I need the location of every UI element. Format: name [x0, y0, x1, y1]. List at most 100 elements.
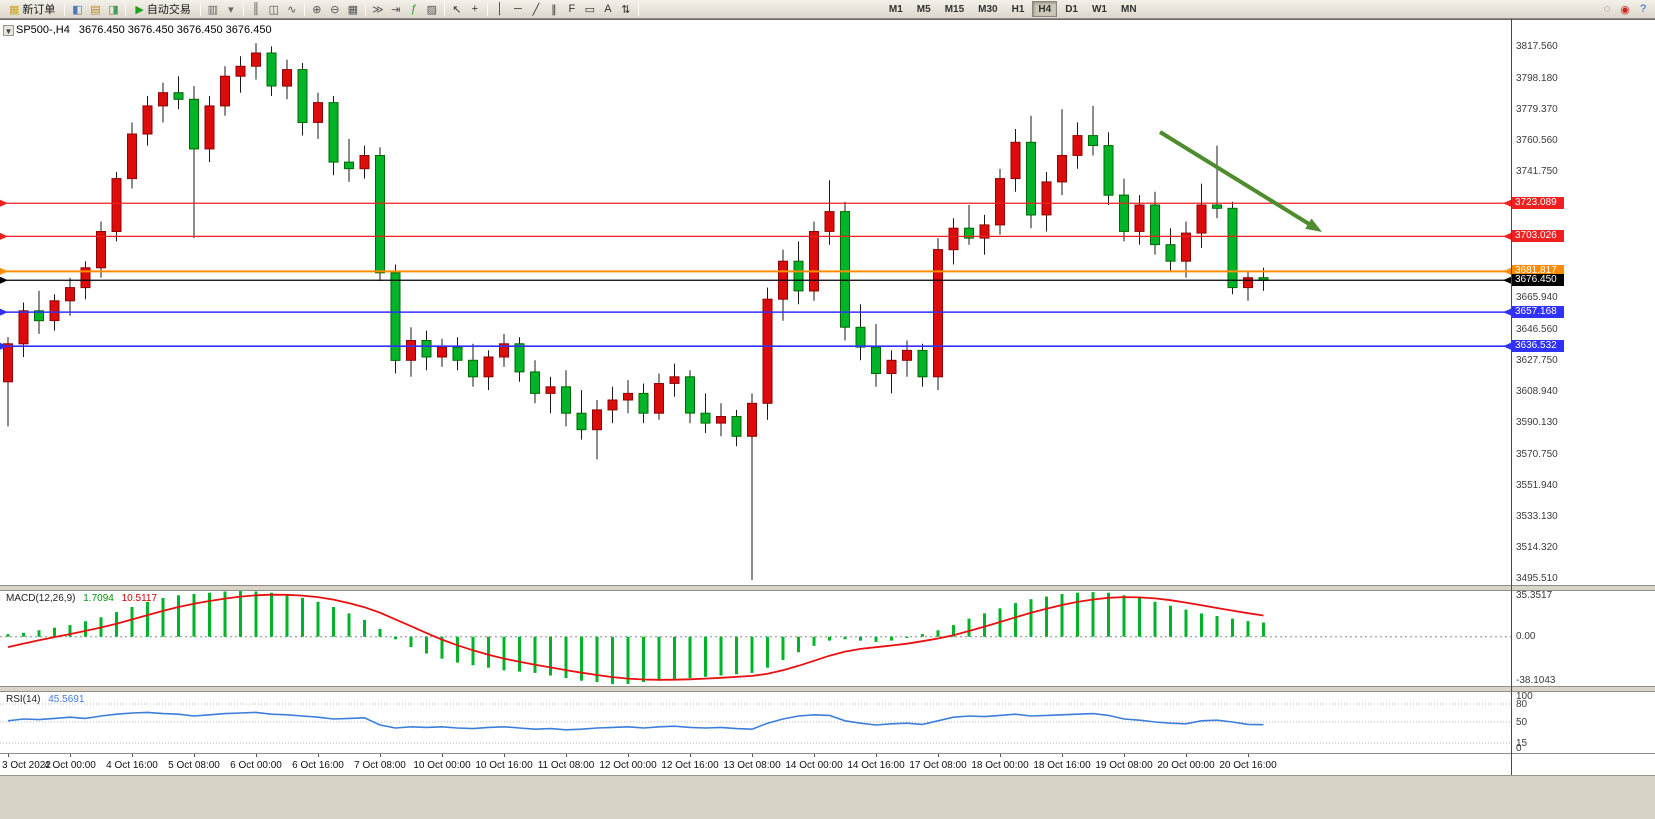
new-order-icon: ▦: [9, 3, 20, 16]
toolbar-separator: [486, 2, 488, 16]
time-label: 6 Oct 16:00: [292, 760, 344, 771]
time-label: 11 Oct 08:00: [537, 760, 595, 771]
line-right-marker: [1503, 199, 1511, 207]
time-label: 14 Oct 16:00: [847, 760, 905, 771]
line-price-badge: 3657.168: [1512, 306, 1564, 319]
data-window-icon[interactable]: ▤: [90, 3, 101, 16]
timeframe-m15[interactable]: M15: [944, 3, 965, 15]
time-label: 14 Oct 00:00: [785, 760, 843, 771]
time-tick: [1000, 754, 1001, 757]
rsi-pane[interactable]: [0, 692, 1511, 752]
timeframe-m1[interactable]: M1: [888, 3, 903, 15]
profiles-icon[interactable]: ▾: [228, 3, 234, 16]
search-icon[interactable]: ◌: [1603, 3, 1611, 15]
rsi-axis-tick: 80: [1516, 699, 1528, 710]
time-label: 7 Oct 08:00: [354, 760, 406, 771]
price-tick: 3646.560: [1516, 323, 1558, 335]
help-icon[interactable]: ?: [1639, 3, 1647, 15]
time-axis[interactable]: 3 Oct 2022 4 Oct 00:00 4 Oct 16:00 5 Oct 08…: [0, 753, 1655, 775]
macd-label: MACD(12,26,9) 1.7094 10.5117: [6, 593, 157, 604]
arrows-icon[interactable]: ⇅: [621, 3, 631, 16]
time-label: 20 Oct 16:00: [1219, 760, 1277, 771]
price-tick: 3627.750: [1516, 354, 1558, 366]
tile-windows-icon[interactable]: ▦: [347, 3, 359, 16]
rsi-canvas[interactable]: [0, 692, 1511, 752]
price-tick: 3533.130: [1516, 511, 1558, 523]
rsi-line: [7, 711, 1264, 731]
time-tick: [194, 754, 195, 757]
templates-icon[interactable]: ▨: [426, 3, 438, 16]
time-label: 12 Oct 16:00: [661, 760, 719, 771]
market-watch-icon[interactable]: ◧: [72, 3, 83, 16]
toolbar-separator: [443, 2, 445, 16]
channel-icon[interactable]: ∥: [551, 3, 557, 16]
time-tick: [256, 754, 257, 757]
price-tick: 3760.560: [1516, 135, 1558, 147]
line-left-marker: [0, 199, 8, 207]
crosshair-icon[interactable]: +: [471, 3, 479, 15]
toolbar-separator: [125, 2, 127, 16]
timeframe-d1[interactable]: D1: [1065, 3, 1078, 15]
macd-signal-value: 10.5117: [121, 593, 158, 604]
chart-shift-icon[interactable]: ⇥: [391, 3, 401, 16]
toolbar-separator: [364, 2, 366, 16]
price-tick: 3590.130: [1516, 416, 1558, 428]
time-tick: [504, 754, 505, 757]
line-price-badge: 3703.026: [1512, 230, 1564, 243]
price-tick: 3551.940: [1516, 479, 1558, 491]
navigator-icon[interactable]: ◨: [108, 3, 119, 16]
toolbar-separator: [637, 2, 639, 16]
new-chart-icon[interactable]: ▥: [207, 3, 219, 16]
trend-arrow[interactable]: [1158, 130, 1313, 228]
timeframe-h4[interactable]: H4: [1032, 1, 1058, 17]
auto-trading-button[interactable]: ▶ 自动交易: [129, 1, 196, 18]
rsi-axis-tick: 0: [1516, 743, 1522, 754]
pane-separator[interactable]: [0, 686, 1655, 692]
time-label: 18 Oct 16:00: [1033, 760, 1091, 771]
bar-chart-icon[interactable]: ║: [251, 3, 260, 15]
rsi-value: 45.5691: [48, 694, 85, 705]
time-tick: [70, 754, 71, 757]
price-tick: 3665.940: [1516, 291, 1558, 303]
zoom-in-icon[interactable]: ⊕: [312, 3, 322, 16]
horizontal-line-icon[interactable]: ─: [513, 3, 522, 15]
macd-pane[interactable]: [0, 591, 1511, 686]
zoom-out-icon[interactable]: ⊖: [330, 3, 340, 16]
line-right-marker: [1503, 342, 1511, 350]
timeframe-mn[interactable]: MN: [1120, 3, 1137, 15]
auto-scroll-icon[interactable]: ≫: [372, 3, 384, 16]
line-left-marker: [0, 276, 8, 284]
price-tick: 3741.750: [1516, 166, 1558, 178]
price-chart-canvas[interactable]: [0, 20, 1511, 585]
vertical-line-icon[interactable]: │: [496, 3, 504, 15]
price-axis[interactable]: [1512, 20, 1655, 753]
line-left-marker: [0, 342, 8, 350]
toolbar-separator: [303, 2, 305, 16]
text-icon[interactable]: A: [604, 3, 612, 15]
chart-collapse-button[interactable]: ▼: [3, 25, 14, 36]
price-tick: 3798.180: [1516, 73, 1558, 85]
line-chart-icon[interactable]: ∿: [287, 3, 297, 16]
main-chart-pane[interactable]: [0, 20, 1511, 585]
timeframe-w1[interactable]: W1: [1091, 3, 1107, 15]
candlestick-chart-icon[interactable]: ◫: [268, 3, 280, 16]
line-left-marker: [0, 232, 8, 240]
alert-icon[interactable]: ◉: [1620, 3, 1630, 16]
fibonacci-icon[interactable]: F: [568, 3, 576, 15]
shapes-icon[interactable]: ▭: [584, 3, 596, 16]
line-price-badge: 3723.089: [1512, 197, 1564, 210]
indicators-icon[interactable]: ƒ: [410, 3, 417, 15]
macd-canvas[interactable]: [0, 591, 1511, 686]
cursor-icon[interactable]: ↖: [452, 3, 462, 16]
time-tick: [318, 754, 319, 757]
time-tick: [8, 754, 9, 757]
pane-separator[interactable]: [0, 585, 1655, 591]
timeframe-h1[interactable]: H1: [1011, 3, 1025, 15]
timeframe-m5[interactable]: M5: [916, 3, 931, 15]
trendline-icon[interactable]: ╱: [532, 3, 540, 16]
toolbar-separator: [242, 2, 244, 16]
new-order-button[interactable]: ▦ 新订单: [3, 1, 61, 18]
time-tick: [1186, 754, 1187, 757]
timeframe-m30[interactable]: M30: [978, 3, 998, 15]
time-tick: [814, 754, 815, 757]
